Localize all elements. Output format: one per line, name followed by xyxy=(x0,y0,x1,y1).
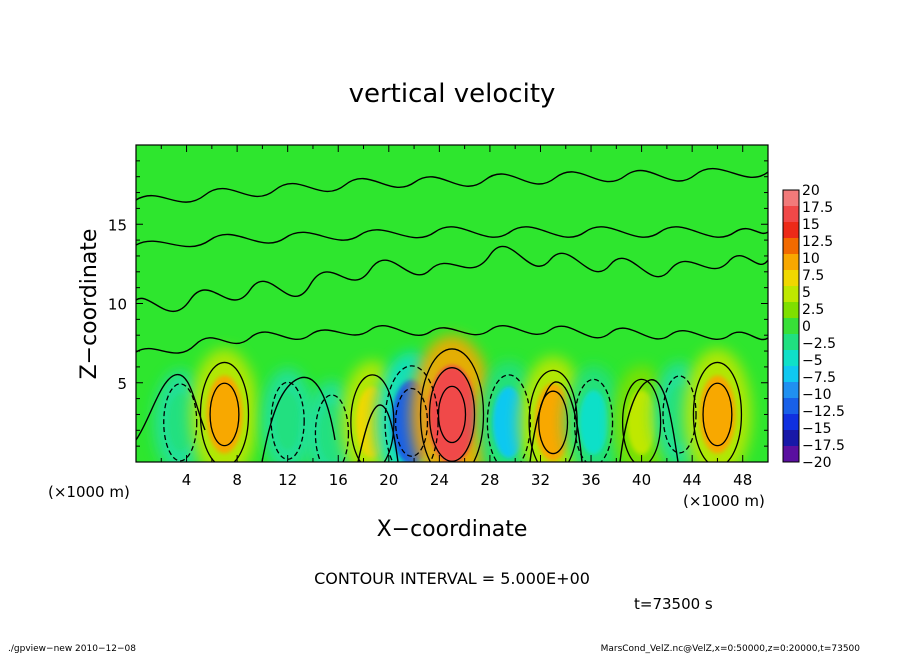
colorbar: 2017.51512.5107.552.50−2.5−5−7.5−10−12.5… xyxy=(782,183,845,471)
x-axis-unit-left: (×1000 m) xyxy=(48,483,130,501)
footer-left: ./gpview−new 2010−12−08 xyxy=(8,644,136,654)
x-tick-label: 8 xyxy=(232,471,242,489)
field-cell-core xyxy=(699,375,736,454)
cell-contour-ring xyxy=(662,375,697,454)
colorbar-label: −10 xyxy=(802,387,832,403)
cell-contour-ring xyxy=(419,348,485,462)
field-cell-core xyxy=(275,391,301,450)
field-cell-core xyxy=(627,390,656,455)
colorbar-swatch xyxy=(783,446,799,463)
field-cell-core xyxy=(319,404,345,462)
y-axis: 5 10 15 xyxy=(108,144,768,463)
colorbar-label: −15 xyxy=(802,421,832,437)
cell-contour-ring xyxy=(314,394,350,462)
cell-contour-ring xyxy=(702,382,733,447)
colorbar-swatch xyxy=(783,366,799,383)
contour-interval-text: CONTOUR INTERVAL = 5.000E+00 xyxy=(314,569,590,588)
colorbar-swatch xyxy=(783,430,799,447)
x-tick-label: 16 xyxy=(329,471,348,489)
field-cell-core xyxy=(579,390,608,455)
colorbar-swatch xyxy=(783,414,799,431)
colorbar-label: −17.5 xyxy=(802,438,845,454)
colorbar-frame xyxy=(782,189,800,463)
colorbar-swatch xyxy=(783,270,799,287)
colorbar-swatch xyxy=(783,334,799,351)
contour-line xyxy=(136,168,768,203)
colorbar-label: −20 xyxy=(802,455,832,471)
x-tick-label: 48 xyxy=(733,471,752,489)
colorbar-swatch xyxy=(783,254,799,271)
cell-contour-ring xyxy=(538,390,569,455)
colorbar-label: −5 xyxy=(802,353,823,369)
x-axis-label: X−coordinate xyxy=(377,517,528,542)
y-tick-label: 10 xyxy=(108,296,127,314)
colorbar-swatch xyxy=(783,350,799,367)
colorbar-label: 15 xyxy=(802,217,820,233)
x-tick-label: 36 xyxy=(581,471,600,489)
cell-contour-ring xyxy=(621,378,662,462)
x-tick-label: 44 xyxy=(683,471,702,489)
y-tick-label: 15 xyxy=(108,216,127,234)
plot-area xyxy=(136,145,768,462)
colorbar-label: 17.5 xyxy=(802,200,833,216)
contour-line xyxy=(136,226,768,248)
field-cell-core xyxy=(428,365,476,462)
cell-contour-ring xyxy=(573,378,614,462)
x-axis-unit-right: (×1000 m) xyxy=(683,492,765,510)
contour-lines xyxy=(136,168,768,462)
colorbar-label: 12.5 xyxy=(802,234,833,250)
colorbar-swatch xyxy=(783,190,799,207)
cell-contour-ring xyxy=(692,361,743,462)
colorbar-label: −12.5 xyxy=(802,404,845,420)
field-cell-core xyxy=(535,383,572,462)
colorbar-swatch xyxy=(783,398,799,415)
cell-contour-ring xyxy=(428,367,476,462)
cell-contour-ring xyxy=(350,374,395,462)
cell-contour-ring xyxy=(395,387,429,457)
colorbar-swatch xyxy=(783,318,799,335)
cell-contour-ring xyxy=(209,382,240,447)
field-cell-core xyxy=(167,393,193,452)
x-tick-label: 4 xyxy=(182,471,192,489)
cell-contour-ring xyxy=(384,365,439,462)
x-tick-label: 28 xyxy=(480,471,499,489)
colorbar-swatch xyxy=(783,222,799,239)
cell-contour-ring xyxy=(486,374,532,462)
chart-title: vertical velocity xyxy=(349,79,556,109)
cell-contour-ring xyxy=(163,383,198,462)
colorbar-label: −2.5 xyxy=(802,336,836,352)
colorbar-swatch xyxy=(783,286,799,303)
colorbar-swatch xyxy=(783,302,799,319)
y-tick-label: 5 xyxy=(117,375,127,393)
colorbar-label: 2.5 xyxy=(802,302,824,318)
colorbar-swatch xyxy=(783,238,799,255)
x-tick-label: 40 xyxy=(632,471,651,489)
colorbar-label: −7.5 xyxy=(802,370,836,386)
field-cell-core xyxy=(206,375,243,454)
contour-line xyxy=(136,374,679,462)
colorbar-label: 20 xyxy=(802,183,820,199)
field-cell-core xyxy=(492,386,526,458)
contour-line xyxy=(136,324,768,354)
cell-contour-ring xyxy=(437,385,467,444)
colorbar-label: 0 xyxy=(802,319,811,335)
footer-right: MarsCond_VelZ.nc@VelZ,x=0:50000,z=0:2000… xyxy=(601,644,861,654)
colorbar-label: 7.5 xyxy=(802,268,824,284)
x-tick-label: 20 xyxy=(379,471,398,489)
contour-line xyxy=(136,245,768,313)
colorbar-label: 5 xyxy=(802,285,811,301)
x-tick-label: 12 xyxy=(278,471,297,489)
cell-contour-ring xyxy=(528,369,578,462)
x-tick-label: 32 xyxy=(531,471,550,489)
colorbar-swatch xyxy=(783,206,799,223)
x-tick-label: 24 xyxy=(430,471,449,489)
cell-contour-ring xyxy=(199,361,250,462)
x-axis: 4 8 12 16 20 24 28 32 36 40 44 48 xyxy=(135,145,769,489)
colorbar-swatch xyxy=(783,382,799,399)
y-axis-label: Z−coordinate xyxy=(77,229,102,380)
colorbar-label: 10 xyxy=(802,251,820,267)
time-stamp: t=73500 s xyxy=(634,595,713,613)
